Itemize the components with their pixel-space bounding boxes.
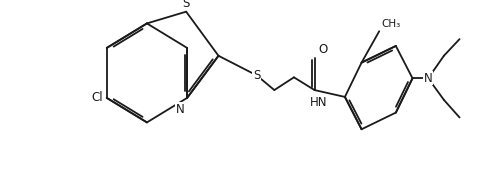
Text: S: S — [253, 69, 260, 82]
Text: S: S — [182, 0, 190, 10]
Text: Cl: Cl — [91, 91, 103, 104]
Text: N: N — [424, 72, 433, 85]
Text: N: N — [176, 103, 185, 116]
Text: O: O — [318, 43, 328, 56]
Text: HN: HN — [310, 96, 327, 109]
Text: CH₃: CH₃ — [381, 19, 400, 29]
